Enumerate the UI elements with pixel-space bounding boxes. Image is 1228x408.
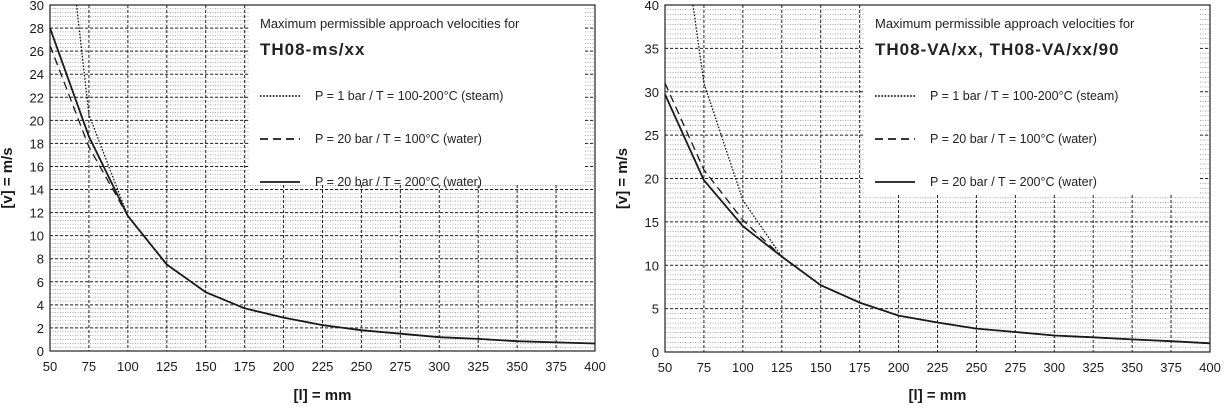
x-tick-label: 150: [810, 360, 832, 375]
x-tick-label: 275: [390, 359, 412, 374]
y-tick-label: 10: [30, 229, 44, 244]
y-tick-label: 25: [645, 128, 659, 143]
y-tick-label: 8: [37, 252, 44, 267]
chart-1: 50 75 100 125 150 175 200 225 250 275 300 325 350 375…: [0, 0, 606, 404]
y-tick-label: 0: [37, 344, 44, 359]
x-tick-label: 175: [234, 359, 256, 374]
y-axis-label: [v] = m/s: [0, 147, 16, 208]
x-tick-label: 350: [506, 359, 528, 374]
plot-frame: [49, 4, 596, 352]
series-line-solid: [664, 94, 1211, 345]
y-tick-label: 28: [30, 21, 44, 36]
y-tick-label: 5: [652, 302, 659, 317]
x-tick-label: 350: [1121, 360, 1143, 375]
x-tick-label: 50: [43, 359, 57, 374]
y-tick-label: 30: [30, 0, 44, 13]
x-tick-label: 300: [428, 359, 450, 374]
y-tick-label: 2: [37, 321, 44, 336]
x-tick-label: 400: [1199, 360, 1221, 375]
legend-label: P = 1 bar / T = 100-200°C (steam): [930, 89, 1118, 103]
y-tick-label: 24: [30, 67, 44, 82]
y-tick-label: 6: [37, 275, 44, 290]
y-tick-label: 18: [30, 136, 44, 151]
y-tick-label: 20: [645, 172, 659, 187]
x-axis-label: [l] = mm: [909, 387, 967, 404]
x-tick-label: 275: [1005, 360, 1027, 375]
x-tick-label: 400: [584, 359, 606, 374]
x-tick-label: 250: [966, 360, 988, 375]
y-tick-label: 4: [37, 298, 44, 313]
x-tick-label: 325: [467, 359, 489, 374]
x-tick-label: 375: [545, 359, 567, 374]
x-tick-label: 200: [888, 360, 910, 375]
legend-label: P = 20 bar / T = 200°C (water): [315, 175, 482, 189]
legend-label: P = 1 bar / T = 100-200°C (steam): [315, 89, 503, 103]
y-tick-label: 15: [645, 215, 659, 230]
x-tick-label: 50: [658, 360, 672, 375]
plot-frame: [664, 4, 1211, 353]
x-tick-label: 100: [732, 360, 754, 375]
x-tick-label: 75: [697, 360, 711, 375]
x-tick-label: 125: [156, 359, 178, 374]
x-tick-label: 225: [312, 359, 334, 374]
chart-2: 50 75 100 125 150 175 200 225 250 275 300 325 350 375…: [614, 0, 1221, 404]
x-tick-label: 300: [1043, 360, 1065, 375]
y-axis-label: [v] = m/s: [614, 148, 631, 209]
legend-box: [250, 5, 585, 185]
x-tick-label: 175: [849, 360, 871, 375]
y-tick-label: 22: [30, 90, 44, 105]
series-line-solid: [49, 27, 596, 345]
x-tick-label: 75: [82, 359, 96, 374]
y-tick-label: 14: [30, 183, 44, 198]
x-tick-label: 250: [351, 359, 373, 374]
x-axis-label: [l] = mm: [294, 387, 352, 404]
y-tick-label: 0: [652, 345, 659, 360]
x-tick-label: 375: [1160, 360, 1182, 375]
y-tick-label: 26: [30, 44, 44, 59]
chart-subtitle: TH08-VA/xx, TH08-VA/xx/90: [875, 40, 1120, 59]
y-tick-label: 40: [645, 0, 659, 13]
x-tick-label: 225: [927, 360, 949, 375]
x-tick-label: 325: [1082, 360, 1104, 375]
y-tick-label: 10: [645, 258, 659, 273]
y-tick-label: 12: [30, 206, 44, 221]
x-tick-label: 125: [771, 360, 793, 375]
chart-subtitle: TH08-ms/xx: [260, 40, 365, 59]
x-tick-label: 200: [273, 359, 295, 374]
x-tick-label: 100: [117, 359, 139, 374]
y-tick-label: 16: [30, 159, 44, 174]
legend-label: P = 20 bar / T = 100°C (water): [315, 132, 482, 146]
y-tick-label: 20: [30, 113, 44, 128]
x-tick-label: 150: [195, 359, 217, 374]
y-tick-label: 35: [645, 41, 659, 56]
chart-title: Maximum permissible approach velocities …: [875, 16, 1135, 31]
legend-label: P = 20 bar / T = 200°C (water): [930, 175, 1097, 189]
legend-box: [865, 5, 1200, 195]
chart-title: Maximum permissible approach velocities …: [260, 16, 520, 31]
legend-label: P = 20 bar / T = 100°C (water): [930, 132, 1097, 146]
y-tick-label: 30: [645, 85, 659, 100]
